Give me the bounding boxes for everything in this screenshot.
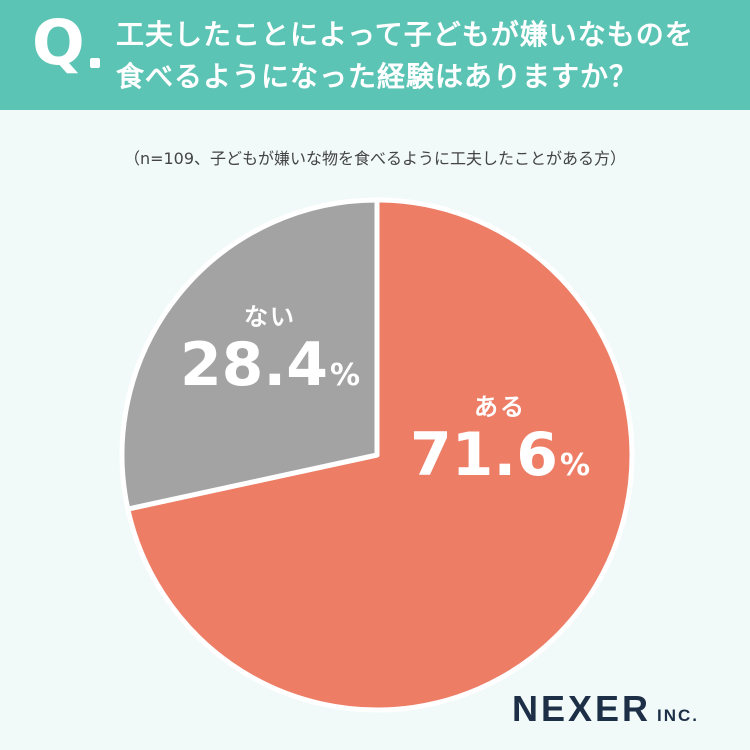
- logo-name: NEXER: [512, 688, 652, 729]
- question-dot: [90, 58, 100, 68]
- value-number-nai: 28.4: [179, 330, 328, 400]
- sample-note: （n=109、子どもが嫌いな物を食べるように工夫したことがある方）: [123, 149, 627, 168]
- question-mark-q: Q: [32, 6, 85, 79]
- pie-slice-nai: [119, 197, 380, 512]
- header-banner: Q 工夫したことによって子どもが嫌いなものを 食べるようになった経験はありますか…: [0, 0, 750, 110]
- slice-label-nai: ない 28.4%: [160, 302, 380, 409]
- question-line-2: 食べるようになった経験はありますか？: [116, 60, 639, 93]
- category-label-aru: ある: [474, 393, 526, 421]
- pie-slice-aru: [125, 197, 635, 713]
- question-text: 工夫したことによって子どもが嫌いなものを 食べるようになった経験はありますか？: [116, 14, 736, 98]
- question-line-1: 工夫したことによって子どもが嫌いなものを: [116, 18, 694, 51]
- percent-unit-nai: %: [329, 358, 361, 393]
- value-label-aru: 71.6%: [390, 422, 610, 499]
- slice-label-aru: ある 71.6%: [390, 392, 610, 499]
- value-label-nai: 28.4%: [160, 332, 380, 409]
- nexer-logo: NEXER INC.: [512, 688, 699, 730]
- percent-unit-aru: %: [559, 448, 591, 483]
- value-number-aru: 71.6: [409, 420, 558, 490]
- category-label-nai: ない: [244, 303, 296, 331]
- logo-suffix: INC.: [657, 706, 700, 725]
